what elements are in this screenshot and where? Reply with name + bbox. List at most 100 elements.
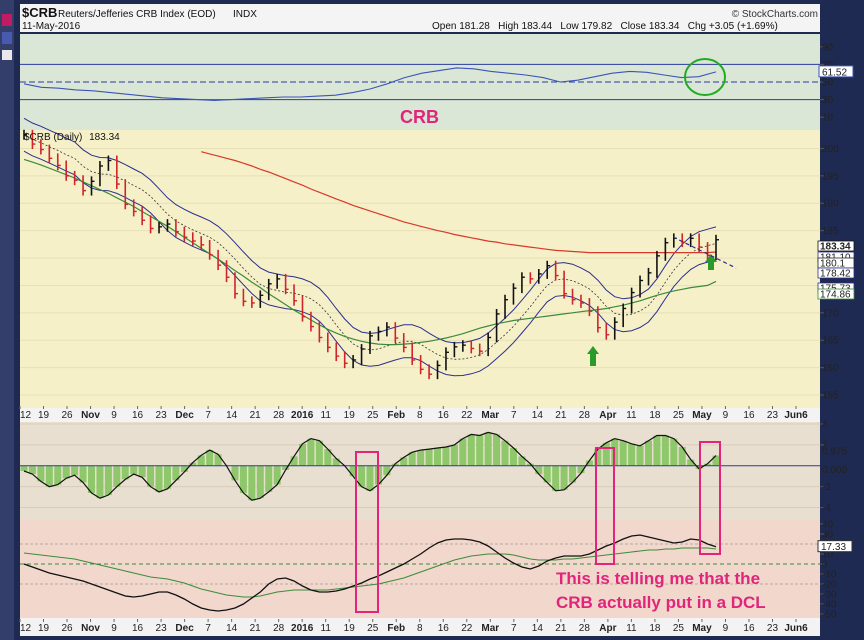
date-tick-label: 9: [723, 410, 729, 421]
oscillator-tick-label: 0: [822, 560, 828, 571]
date-tick-label: 16: [743, 410, 755, 421]
toolbar-swatch-1[interactable]: [2, 14, 12, 26]
date-tick-label: 7: [511, 623, 517, 634]
price-value-label: 180.1: [820, 259, 845, 270]
crb-annotation: CRB: [400, 107, 439, 127]
header-bg: [20, 4, 820, 32]
date-tick-label: 12: [20, 623, 32, 634]
macd-tick-label: -4: [822, 503, 831, 514]
date-tick-label: 21: [250, 410, 262, 421]
lower-envelope: [23, 150, 717, 377]
date-axis-bg: [20, 408, 820, 422]
price-value-label: 174.86: [820, 290, 851, 301]
date-tick-label: 16: [743, 623, 755, 634]
date-tick-label: 2016: [291, 410, 314, 421]
price-value-label: 178.42: [820, 269, 851, 280]
date-tick-label: 14: [532, 410, 544, 421]
oscillator-line: [23, 534, 717, 612]
oscillator-signal-line: [23, 547, 717, 598]
date-tick-label: 21: [250, 623, 262, 634]
rsi-tick-label: 90: [822, 42, 834, 53]
price-tick-label: 185: [822, 226, 839, 237]
dcl-box-apr: [595, 447, 615, 565]
date-tick-label: 16: [132, 623, 144, 634]
oscillator-current-label: 17.33: [821, 542, 846, 553]
date-tick-label: Jun6: [784, 623, 808, 634]
macd-tick-label: 4: [822, 420, 828, 431]
date-tick-label: 19: [38, 623, 50, 634]
rsi-current-label: 61.52: [822, 67, 847, 78]
date-axis-bottom: 12 19 26 Nov 9 16 23 Dec 7 14 21 28 2016 11 19 25 Feb 8 16…: [19, 619, 808, 634]
date-tick-label: Apr: [599, 623, 616, 634]
oscillator-tick-label: 10: [822, 550, 834, 561]
price-value-badge: [817, 288, 855, 300]
date-tick-label: 25: [673, 623, 685, 634]
date-tick-label: 9: [723, 623, 729, 634]
price-legend-name: $CRB (Daily): [24, 132, 82, 143]
date-tick-label: 25: [367, 410, 379, 421]
bottom-axis-bg: [20, 618, 820, 636]
date-tick-label: 7: [205, 410, 211, 421]
date-tick-label: Dec: [175, 410, 194, 421]
dcl-box-may: [699, 441, 721, 555]
date-tick-label: 11: [321, 410, 332, 421]
date-tick-label: 7: [511, 410, 517, 421]
date-tick-label: 18: [649, 623, 661, 634]
date-tick-label: 28: [273, 410, 285, 421]
date-tick-label: Nov: [81, 623, 100, 634]
date-tick-label: 23: [156, 623, 168, 634]
price-tick-label: 200: [822, 144, 839, 155]
price-legend: $CRB (Daily) 183.34: [24, 132, 120, 143]
envelope-midline: [23, 134, 717, 360]
date-tick-label: Mar: [481, 623, 499, 634]
date-tick-label: 19: [344, 410, 356, 421]
date-tick-label: 28: [579, 623, 591, 634]
lower-panel-bg: [20, 520, 820, 618]
date-tick-label: 21: [555, 623, 567, 634]
date-tick-label: 11: [626, 410, 637, 421]
left-toolbar: [0, 0, 14, 640]
oscillator-tick-label: -50: [822, 610, 837, 621]
price-value-badge: [817, 267, 855, 279]
oscillator-tick-label: -20: [822, 580, 837, 591]
date-tick-label: 23: [767, 623, 779, 634]
macd-current-label: 0.975: [822, 447, 847, 458]
date-tick-label: May: [692, 623, 712, 634]
date-tick-label: 14: [226, 623, 238, 634]
date-tick-label: 22: [461, 410, 473, 421]
date-tick-label: 28: [273, 623, 285, 634]
oscillator-tick-label: 30: [822, 530, 834, 541]
rsi-tick-label: 50: [822, 78, 834, 89]
rsi-highlight-circle: [684, 58, 726, 96]
date-tick-label: 16: [438, 410, 450, 421]
date-tick-label: May: [692, 410, 712, 421]
ohlc-readout: Open 181.28 High 183.44 Low 179.82 Close…: [432, 21, 778, 32]
price-tick-label: 160: [822, 363, 839, 374]
rsi-current-badge: [818, 65, 854, 78]
oscillator-tick-label: -40: [822, 600, 837, 611]
rsi-line: [23, 67, 717, 102]
date-tick-label: 11: [321, 623, 332, 634]
up-arrow-apr: [587, 346, 599, 366]
date-axis-top: 12 19 26 Nov 9 16 23 Dec 7 14 21 28 2016 11 19 25 Feb 8 16…: [19, 406, 808, 421]
price-panel: 200195190185180175170165160155183.34181.…: [20, 117, 855, 402]
oscillator-tick-label: 40: [822, 520, 834, 531]
date-tick-label: 16: [438, 623, 450, 634]
date-tick-label: 26: [61, 623, 73, 634]
toolbar-swatch-3[interactable]: [2, 50, 12, 60]
date-tick-label: 26: [61, 410, 73, 421]
date-tick-label: Dec: [175, 623, 194, 634]
date-tick-label: 22: [461, 623, 473, 634]
date-tick-label: 19: [344, 623, 356, 634]
date-tick-label: 8: [417, 623, 423, 634]
date-tick-label: Jun6: [784, 410, 808, 421]
toolbar-swatch-2[interactable]: [2, 32, 12, 44]
rsi-tick-label: 10: [822, 113, 834, 124]
oscillator-tick-label: -10: [822, 570, 837, 581]
date-tick-label: Feb: [387, 623, 405, 634]
date-tick-label: 16: [132, 410, 144, 421]
macd-tick-label: -2: [822, 482, 831, 493]
date-tick-label: 18: [649, 410, 661, 421]
